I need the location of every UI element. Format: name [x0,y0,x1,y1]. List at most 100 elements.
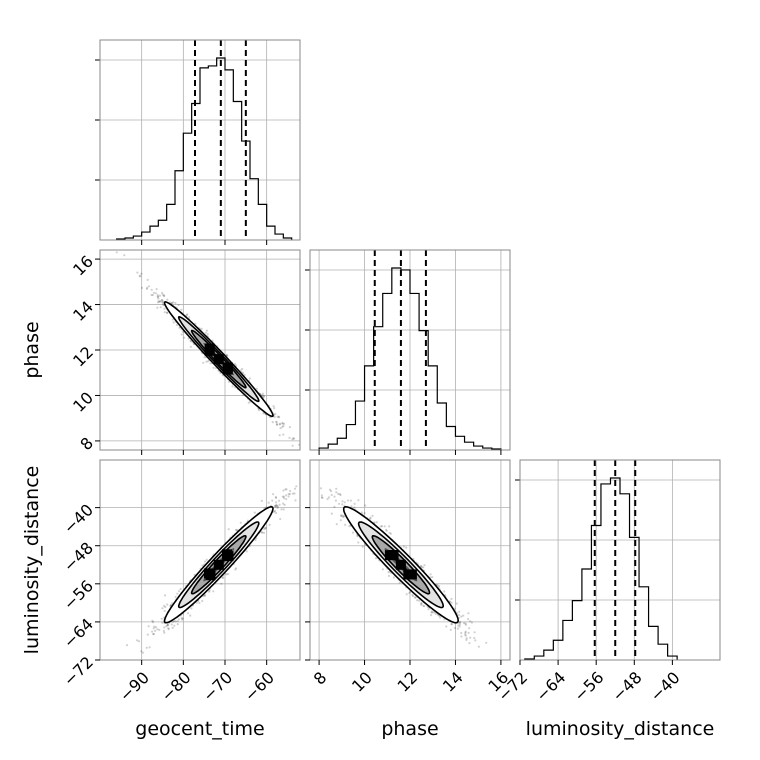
scatter-geocent_time-vs-luminosity_distance-point [239,521,242,524]
scatter-geocent_time-vs-luminosity_distance-point [274,504,277,507]
phase-tick-label: 14 [69,297,97,325]
scatter-geocent_time-vs-luminosity_distance-point [148,646,151,649]
scatter-phase-vs-luminosity_distance-point [320,496,323,499]
scatter-geocent_time-vs-luminosity_distance-point [180,617,183,620]
scatter-geocent_time-vs-phase-point [282,424,285,427]
scatter-phase-vs-luminosity_distance-point [449,628,452,631]
scatter-phase-vs-luminosity_distance-point [363,511,366,515]
scatter-geocent_time-vs-phase-point [281,421,284,424]
phase-tick-label: 12 [393,668,421,696]
scatter-geocent_time-vs-phase-point [233,362,236,366]
scatter-geocent_time-vs-luminosity_distance-point [274,496,277,499]
scatter-phase-vs-luminosity_distance-point [343,501,346,504]
scatter-geocent_time-vs-luminosity_distance-point [283,503,286,506]
scatter-phase-vs-luminosity_distance-point [470,621,473,624]
scatter-geocent_time-vs-phase-point [273,407,276,410]
scatter-phase-vs-luminosity_distance-point [413,596,417,599]
scatter-geocent_time-vs-phase-point [225,353,228,356]
scatter-geocent_time-vs-luminosity_distance-point [273,510,276,513]
scatter-geocent_time-vs-luminosity_distance-point [154,629,157,633]
scatter-geocent_time-vs-luminosity_distance-point [170,623,173,626]
phase-tick-label: 10 [348,668,376,696]
scatter-geocent_time-vs-luminosity_distance-point [203,560,207,563]
scatter-geocent_time-vs-phase-point [146,278,149,281]
scatter-geocent_time-vs-luminosity_distance-point [189,614,192,617]
scatter-geocent_time-vs-phase-point [292,437,295,440]
scatter-geocent_time-vs-phase-point [159,306,162,309]
scatter-geocent_time-vs-phase-point [157,300,160,303]
scatter-geocent_time-vs-phase-point [278,434,281,437]
scatter-geocent_time-vs-luminosity_distance-point [260,499,263,502]
scatter-phase-vs-luminosity_distance-point [330,512,333,515]
scatter-geocent_time-vs-phase-point [189,345,192,348]
scatter-phase-vs-luminosity_distance-point [330,493,333,497]
scatter-geocent_time-vs-luminosity_distance-point [125,644,129,647]
scatter-geocent_time-vs-luminosity_distance-point [275,504,278,507]
scatter-geocent_time-vs-phase-point [257,409,261,412]
x-axis-title-2: luminosity_distance [526,718,715,740]
scatter-geocent_time-vs-luminosity_distance-point [153,625,156,628]
scatter-geocent_time-vs-luminosity_distance-point [151,621,155,624]
scatter-geocent_time-vs-phase-point [177,303,180,306]
scatter-geocent_time-vs-luminosity_distance-point [277,499,281,502]
scatter-phase-vs-luminosity_distance-point [360,511,363,514]
scatter-geocent_time-vs-phase-point [281,422,284,425]
scatter-geocent_time-vs-luminosity_distance: −90 −80 −70 −60 −72−64−56−48−40 [60,459,301,705]
scatter-phase-vs-luminosity_distance-point [385,529,388,532]
scatter-geocent_time-vs-luminosity_distance-point [276,506,279,509]
scatter-geocent_time-vs-phase-point [163,295,166,298]
scatter-geocent_time-vs-luminosity_distance-point [274,496,278,499]
scatter-geocent_time-vs-luminosity_distance-point [174,620,177,623]
scatter-phase-vs-luminosity_distance-point [465,637,468,640]
scatter-geocent_time-vs-luminosity_distance-point [158,628,161,632]
scatter-phase-vs-luminosity_distance-point [464,623,467,626]
scatter-geocent_time-vs-luminosity_distance-point [190,607,193,610]
scatter-phase-vs-luminosity_distance-point [464,622,467,625]
scatter-geocent_time-vs-phase-point [262,394,266,398]
scatter-geocent_time-vs-luminosity_distance-point [291,492,294,495]
scatter-geocent_time-vs-luminosity_distance-point [167,627,170,630]
scatter-geocent_time-vs-luminosity_distance-point [274,505,277,508]
scatter-geocent_time-vs-phase-point [247,401,250,404]
hist-phase-step [318,267,502,450]
scatter-geocent_time-vs-luminosity_distance-point [285,494,288,497]
scatter-phase-vs-luminosity_distance-point [357,499,360,502]
scatter-phase-vs-luminosity_distance-point [387,574,391,578]
scatter-geocent_time-vs-luminosity_distance-point [169,604,172,607]
scatter-geocent_time-vs-luminosity_distance-point [167,628,170,631]
scatter-geocent_time-vs-luminosity_distance-point [163,609,166,613]
hist-luminosity_distance-step [524,477,678,660]
scatter-phase-vs-luminosity_distance-point [356,534,359,538]
scatter-phase-vs-luminosity_distance-point [460,615,463,618]
scatter-phase-vs-luminosity_distance-point [469,636,472,639]
scatter-geocent_time-vs-luminosity_distance-point [274,511,278,515]
scatter-geocent_time-vs-luminosity_distance-contour-2 [190,535,247,595]
scatter-geocent_time-vs-phase-point [115,251,118,254]
scatter-phase-vs-luminosity_distance-point [364,504,367,507]
scatter-geocent_time-vs-luminosity_distance-point [152,632,155,636]
scatter-geocent_time-vs-phase-point [209,362,212,365]
scatter-phase-vs-luminosity_distance-point [458,610,461,613]
scatter-geocent_time-vs-phase-point [276,415,279,418]
scatter-phase-vs-luminosity_distance-point [523,690,525,692]
scatter-phase-vs-luminosity_distance-point [402,545,405,548]
scatter-geocent_time-vs-phase-point [154,292,157,295]
scatter-geocent_time-vs-phase-point [248,377,251,380]
scatter-geocent_time-vs-luminosity_distance-point [208,590,211,593]
scatter-geocent_time-vs-phase-point [161,299,164,302]
scatter-phase-vs-luminosity_distance-point [348,525,351,528]
scatter-phase-vs-luminosity_distance-point [335,491,338,494]
scatter-phase-vs-luminosity_distance-density-cell [395,559,406,570]
scatter-phase-vs-luminosity_distance-point [369,516,372,519]
scatter-geocent_time-vs-phase-point [178,326,181,329]
scatter-geocent_time-vs-luminosity_distance-point [160,617,163,620]
scatter-geocent_time-vs-luminosity_distance-point [276,505,280,508]
scatter-geocent_time-vs-phase-point [161,293,164,296]
scatter-phase-vs-luminosity_distance-point [450,601,453,604]
scatter-phase-vs-luminosity_distance-point [339,519,342,522]
scatter-geocent_time-vs-luminosity_distance-point [162,629,165,633]
hist-luminosity_distance-border [519,459,721,661]
scatter-geocent_time-vs-phase-point [255,387,258,390]
scatter-geocent_time-vs-phase-point [283,422,286,425]
scatter-phase-vs-luminosity_distance-point [491,667,493,669]
